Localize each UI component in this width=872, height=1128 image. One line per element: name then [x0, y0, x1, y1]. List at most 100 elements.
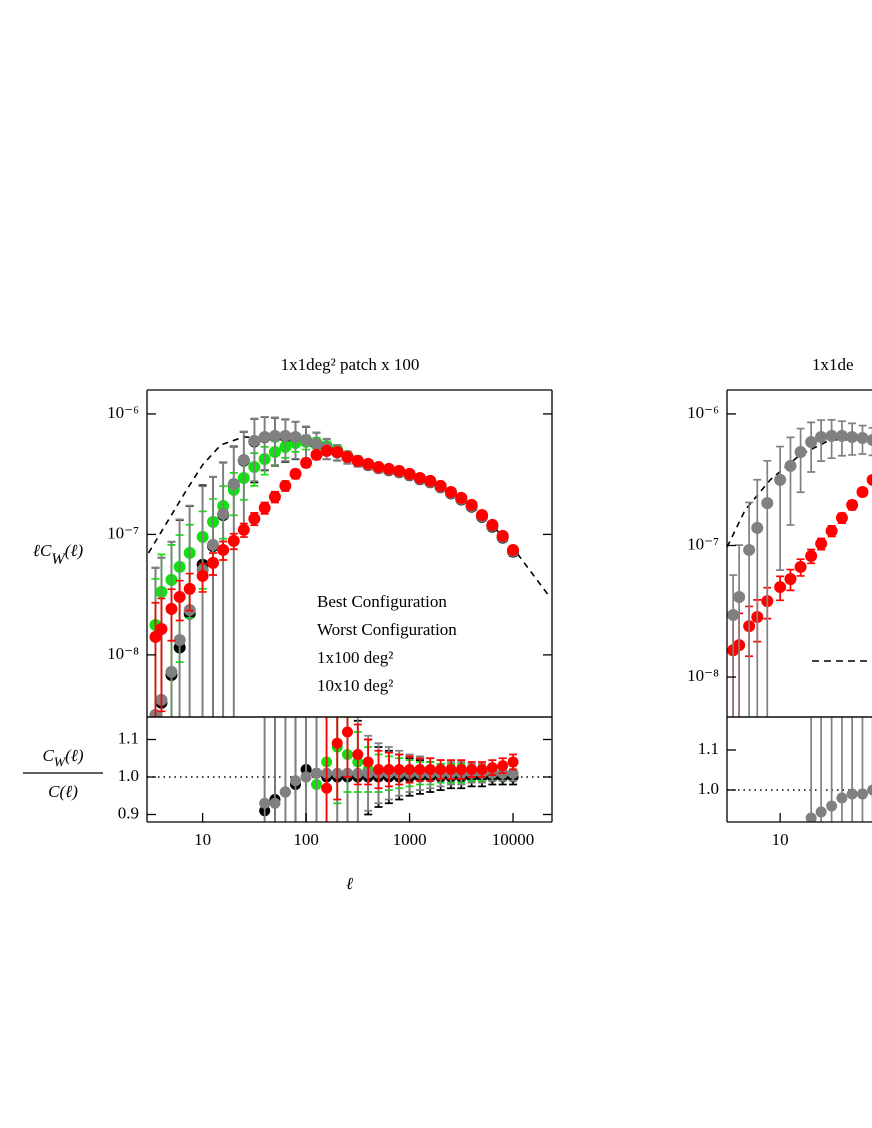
data-point — [300, 771, 312, 783]
data-point — [846, 430, 859, 443]
data-point — [227, 534, 240, 547]
data-point — [435, 764, 447, 775]
axis-label-part: ℓC — [33, 541, 52, 560]
data-point — [351, 454, 364, 467]
legend-entry: 1x100 deg² — [317, 648, 393, 667]
axis-label-part: C — [42, 746, 54, 765]
data-point — [310, 767, 322, 779]
data-point — [444, 485, 457, 498]
data-point — [784, 459, 797, 472]
data-point — [341, 450, 354, 463]
data-point — [774, 581, 787, 594]
x-axis-label: ℓ — [346, 874, 353, 893]
axis-label-part: (ℓ) — [65, 541, 84, 560]
y-tick-label: 0.9 — [118, 803, 139, 822]
data-point — [173, 590, 186, 603]
data-point — [258, 430, 271, 443]
data-point — [248, 434, 261, 447]
axis-label: C(ℓ) — [48, 782, 78, 801]
data-point — [846, 788, 858, 800]
data-point — [300, 456, 313, 469]
x-tick-label: 1000 — [393, 830, 427, 849]
plot-area — [147, 717, 552, 822]
data-point — [207, 556, 220, 569]
data-point — [784, 573, 797, 586]
data-point — [497, 760, 509, 772]
error-bar — [735, 544, 744, 717]
x-tick-label: 10 — [772, 830, 789, 849]
data-point — [289, 430, 302, 443]
error-bar — [219, 461, 228, 717]
data-point — [805, 812, 817, 822]
data-point — [372, 460, 385, 473]
data-point — [403, 467, 416, 480]
data-point — [805, 549, 818, 562]
error-bar — [198, 485, 207, 717]
error-bar — [786, 436, 795, 526]
data-point — [393, 764, 405, 775]
x-tick-label: 10 — [194, 830, 211, 849]
chart-title: 1x1deg² patch x 100 — [281, 355, 420, 374]
error-bar — [167, 588, 176, 642]
data-point — [856, 788, 868, 800]
plot-area — [147, 416, 552, 717]
data-point — [815, 537, 828, 550]
x-tick-label: 10000 — [492, 830, 535, 849]
data-point — [393, 464, 406, 477]
data-point — [404, 764, 416, 775]
data-point — [867, 784, 872, 796]
data-point — [196, 569, 209, 582]
y-tick-label: 10⁻⁷ — [107, 523, 139, 542]
data-point — [320, 444, 333, 457]
data-point — [507, 756, 519, 768]
data-point — [835, 511, 848, 524]
axis-label-subscript: W — [54, 755, 67, 770]
error-bar — [151, 601, 160, 717]
y-tick-label: 1.0 — [698, 779, 719, 798]
data-point — [289, 467, 302, 480]
data-point — [331, 446, 344, 459]
data-point — [455, 491, 468, 504]
y-tick-label: 10⁻⁶ — [107, 403, 139, 422]
theory-curve — [147, 436, 552, 599]
data-point — [300, 433, 313, 446]
data-point — [733, 590, 746, 603]
error-bar — [745, 501, 754, 717]
error-bar — [729, 574, 738, 717]
data-point — [424, 474, 437, 487]
legend-entry: Best Configuration — [317, 592, 447, 611]
data-point — [486, 518, 499, 531]
y-tick-label: 10⁻⁷ — [687, 534, 719, 553]
error-bar — [260, 416, 269, 471]
data-point — [290, 775, 302, 787]
data-point — [207, 538, 220, 551]
data-point — [476, 764, 488, 775]
error-bar — [796, 427, 805, 494]
data-point — [751, 521, 764, 534]
data-point — [258, 501, 271, 514]
data-point — [373, 764, 385, 775]
data-point — [774, 473, 787, 486]
error-bar — [868, 426, 872, 457]
data-point — [856, 486, 869, 499]
data-point — [362, 457, 375, 470]
data-point — [445, 764, 457, 775]
data-point — [279, 786, 291, 798]
data-point — [761, 497, 774, 510]
data-point — [279, 479, 292, 492]
data-point — [165, 665, 178, 678]
error-bar — [229, 445, 238, 717]
legend-entry: Worst Configuration — [317, 620, 457, 639]
data-point — [259, 797, 271, 809]
y-tick-label: 10⁻⁶ — [687, 403, 719, 422]
error-bar — [157, 597, 166, 713]
data-point — [434, 479, 447, 492]
data-point — [227, 478, 240, 491]
data-point — [794, 445, 807, 458]
data-point — [507, 543, 520, 556]
data-point — [866, 473, 872, 486]
axis-label-subscript: W — [51, 551, 66, 568]
data-point — [173, 633, 186, 646]
data-point — [794, 560, 807, 573]
data-point — [465, 498, 478, 511]
